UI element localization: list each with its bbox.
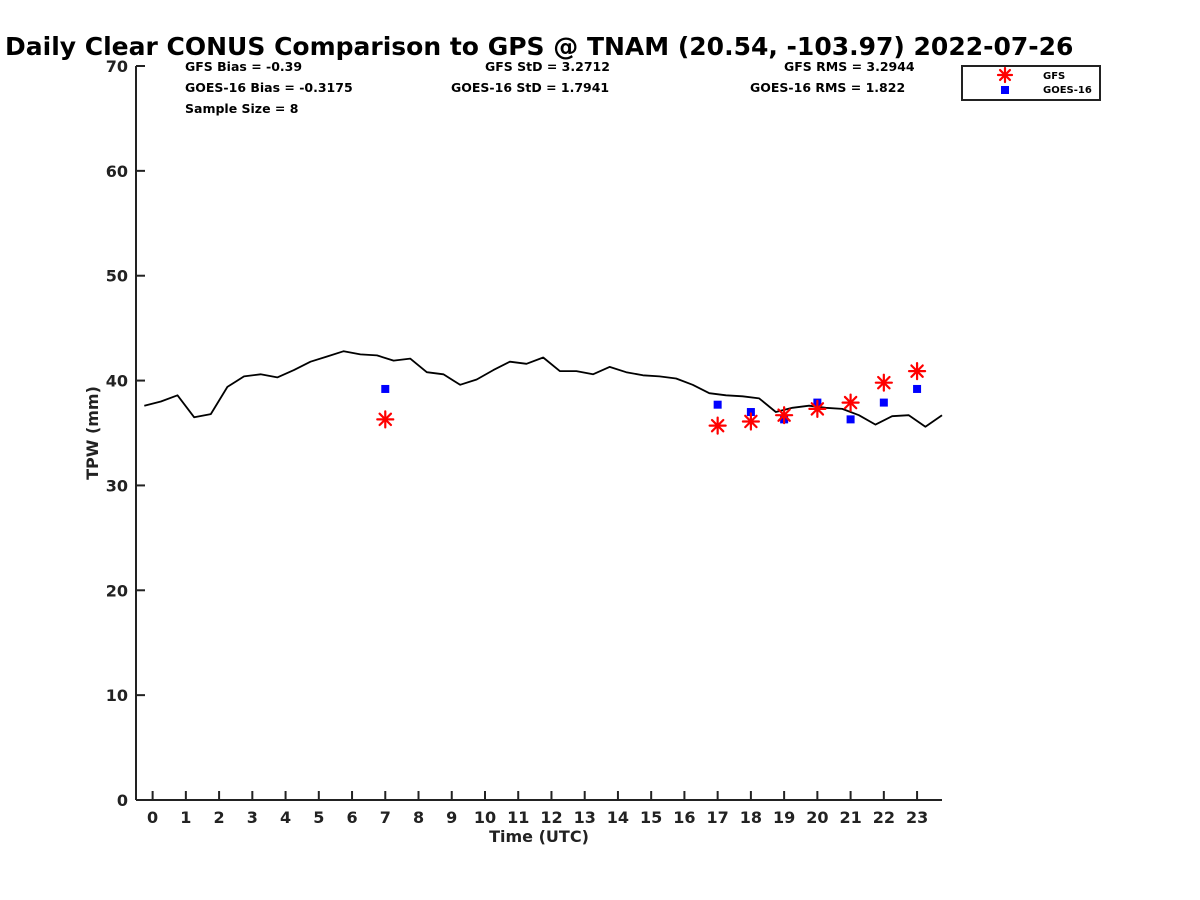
y-tick-label: 0 bbox=[117, 791, 128, 810]
y-axis-label: TPW (mm) bbox=[83, 386, 102, 480]
y-ticks: 0 10 20 30 40 50 60 70 bbox=[106, 57, 145, 810]
x-tick-label: 11 bbox=[507, 808, 529, 827]
x-tick-label: 1 bbox=[180, 808, 191, 827]
y-tick-label: 60 bbox=[106, 162, 128, 181]
x-tick-label: 12 bbox=[540, 808, 562, 827]
statistics-block: GFS Bias = -0.39 GFS StD = 3.2712 GFS RM… bbox=[185, 59, 915, 116]
x-axis-label: Time (UTC) bbox=[489, 827, 589, 846]
x-tick-label: 14 bbox=[607, 808, 629, 827]
y-tick-label: 70 bbox=[106, 57, 128, 76]
goes16-point bbox=[713, 400, 722, 409]
legend-gfs-marker bbox=[996, 66, 1014, 84]
goes16-point bbox=[381, 384, 390, 393]
x-tick-label: 5 bbox=[313, 808, 324, 827]
x-tick-label: 17 bbox=[707, 808, 729, 827]
x-tick-label: 7 bbox=[380, 808, 391, 827]
gfs-point bbox=[775, 406, 794, 425]
gfs-rms-stat: GFS RMS = 3.2944 bbox=[784, 59, 915, 74]
x-tick-label: 2 bbox=[214, 808, 225, 827]
goes16-rms-stat: GOES-16 RMS = 1.822 bbox=[750, 80, 905, 95]
x-tick-label: 4 bbox=[280, 808, 291, 827]
goes16-point bbox=[879, 398, 888, 407]
x-tick-label: 22 bbox=[873, 808, 895, 827]
gps-series-line bbox=[144, 350, 943, 428]
axes bbox=[135, 66, 942, 801]
gfs-point bbox=[708, 416, 727, 435]
y-tick-label: 30 bbox=[106, 476, 128, 495]
x-tick-label: 13 bbox=[574, 808, 596, 827]
x-tick-label: 8 bbox=[413, 808, 424, 827]
x-tick-label: 15 bbox=[640, 808, 662, 827]
plot-area bbox=[144, 350, 943, 435]
legend-gfs-label: GFS bbox=[1043, 71, 1065, 82]
x-tick-label: 3 bbox=[247, 808, 258, 827]
gfs-std-stat: GFS StD = 3.2712 bbox=[485, 59, 610, 74]
goes16-point bbox=[746, 408, 755, 417]
x-ticks: 0 1 2 3 4 5 6 7 8 9 10 11 12 13 14 15 16 17 18 19 20 21 22 23 bbox=[147, 791, 928, 827]
legend-box bbox=[961, 65, 1101, 101]
gfs-point bbox=[907, 362, 927, 381]
y-tick-label: 40 bbox=[106, 372, 128, 391]
gfs-point bbox=[841, 393, 860, 412]
x-tick-label: 21 bbox=[839, 808, 861, 827]
gfs-point bbox=[741, 412, 760, 431]
legend-goes16-label: GOES-16 bbox=[1043, 85, 1092, 96]
legend-gfs-asterisk bbox=[996, 66, 1014, 84]
y-tick-label: 50 bbox=[106, 267, 128, 286]
x-tick-label: 9 bbox=[446, 808, 457, 827]
goes16-point bbox=[846, 415, 855, 424]
goes16-point bbox=[913, 384, 922, 393]
x-tick-label: 18 bbox=[740, 808, 762, 827]
legend: GFS GOES-16 bbox=[961, 65, 1101, 101]
legend-goes16-marker bbox=[1001, 86, 1009, 94]
goes16-bias-stat: GOES-16 Bias = -0.3175 bbox=[185, 80, 353, 95]
goes16-std-stat: GOES-16 StD = 1.7941 bbox=[451, 80, 609, 95]
gfs-bias-stat: GFS Bias = -0.39 bbox=[185, 59, 302, 74]
y-tick-label: 20 bbox=[106, 581, 128, 600]
x-tick-label: 0 bbox=[147, 808, 158, 827]
sample-size-stat: Sample Size = 8 bbox=[185, 101, 298, 116]
x-tick-label: 10 bbox=[474, 808, 496, 827]
chart-title: Daily Clear CONUS Comparison to GPS @ TN… bbox=[5, 32, 1073, 61]
x-tick-label: 16 bbox=[673, 808, 695, 827]
x-tick-label: 6 bbox=[346, 808, 357, 827]
gfs-point bbox=[808, 399, 827, 418]
gfs-point bbox=[874, 373, 893, 392]
y-tick-label: 10 bbox=[106, 686, 128, 705]
x-tick-label: 23 bbox=[906, 808, 928, 827]
x-tick-label: 20 bbox=[806, 808, 828, 827]
gfs-point bbox=[376, 410, 395, 429]
x-tick-label: 19 bbox=[773, 808, 795, 827]
